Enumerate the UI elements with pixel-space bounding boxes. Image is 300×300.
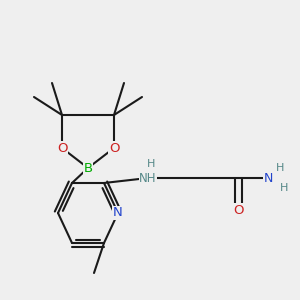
Text: H: H <box>147 159 155 169</box>
Text: O: O <box>57 142 67 154</box>
Text: N: N <box>263 172 273 184</box>
Text: O: O <box>109 142 119 154</box>
Text: H: H <box>280 183 288 193</box>
Text: O: O <box>233 203 243 217</box>
Text: H: H <box>276 163 284 173</box>
Text: N: N <box>113 206 123 220</box>
Text: NH: NH <box>139 172 157 184</box>
Text: B: B <box>83 161 93 175</box>
